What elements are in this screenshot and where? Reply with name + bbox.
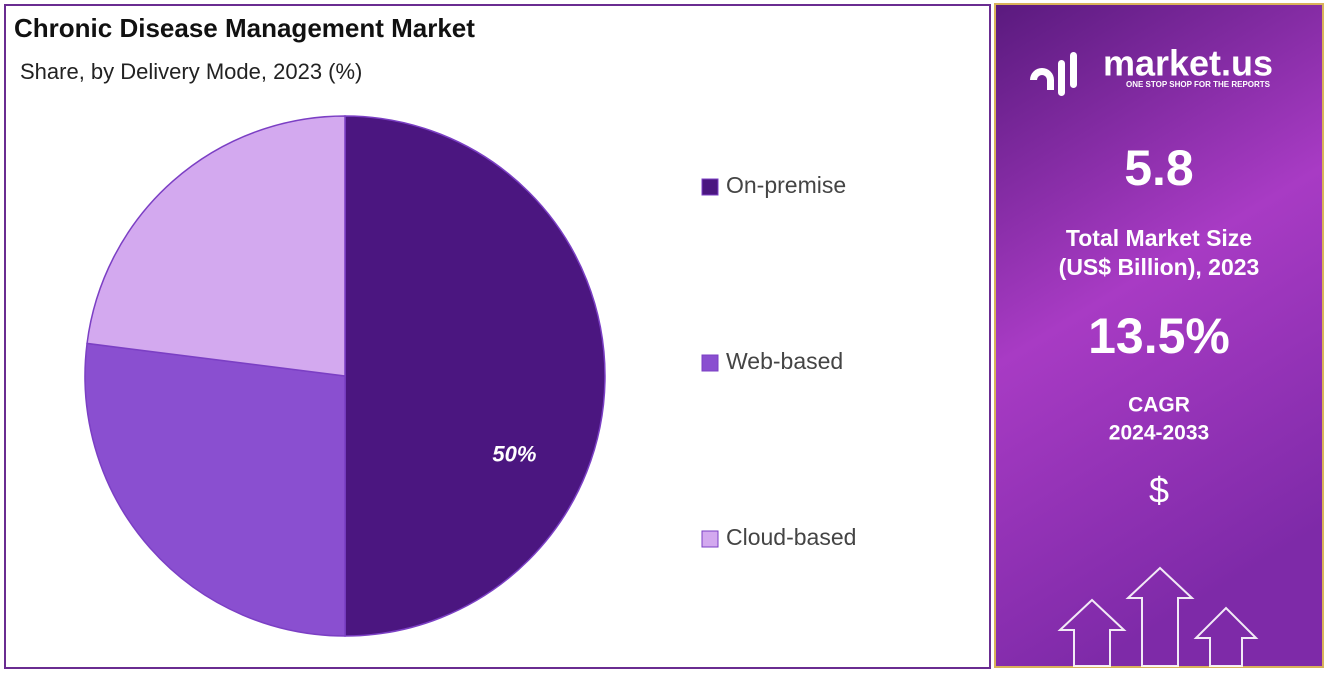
side-panel (994, 3, 1324, 668)
logo-text: market.us (1103, 43, 1273, 84)
legend-label: Web-based (726, 348, 843, 374)
legend-label: Cloud-based (726, 524, 856, 550)
data-label: 50% (492, 442, 536, 467)
cagr-label: CAGR (1128, 394, 1190, 417)
legend: On-premise Web-based Cloud-based (701, 172, 856, 550)
legend-label: On-premise (726, 172, 846, 198)
market-size-label: (US$ Billion), 2023 (1059, 254, 1260, 280)
currency-icon: $ (1149, 470, 1169, 511)
tagline: ONE STOP SHOP FOR THE REPORTS (1126, 80, 1271, 89)
cagr-label: 2024-2033 (1109, 422, 1209, 445)
cagr-value: 13.5% (1088, 308, 1230, 364)
logo-mark (1030, 52, 1077, 96)
legend-swatch (701, 530, 719, 548)
pie: 50% (84, 115, 606, 637)
pie-slice (344, 115, 606, 637)
legend-swatch (701, 354, 719, 372)
chart-title: Chronic Disease Management Market (14, 13, 475, 43)
market-size-label: Total Market Size (1066, 225, 1252, 251)
pie-slice (84, 342, 346, 637)
market-size: 5.8 (1124, 140, 1194, 196)
legend-swatch (701, 178, 719, 196)
pie-slice (86, 115, 346, 377)
arrows-decoration (1057, 566, 1259, 667)
chart-subtitle: Share, by Delivery Mode, 2023 (%) (20, 59, 362, 84)
